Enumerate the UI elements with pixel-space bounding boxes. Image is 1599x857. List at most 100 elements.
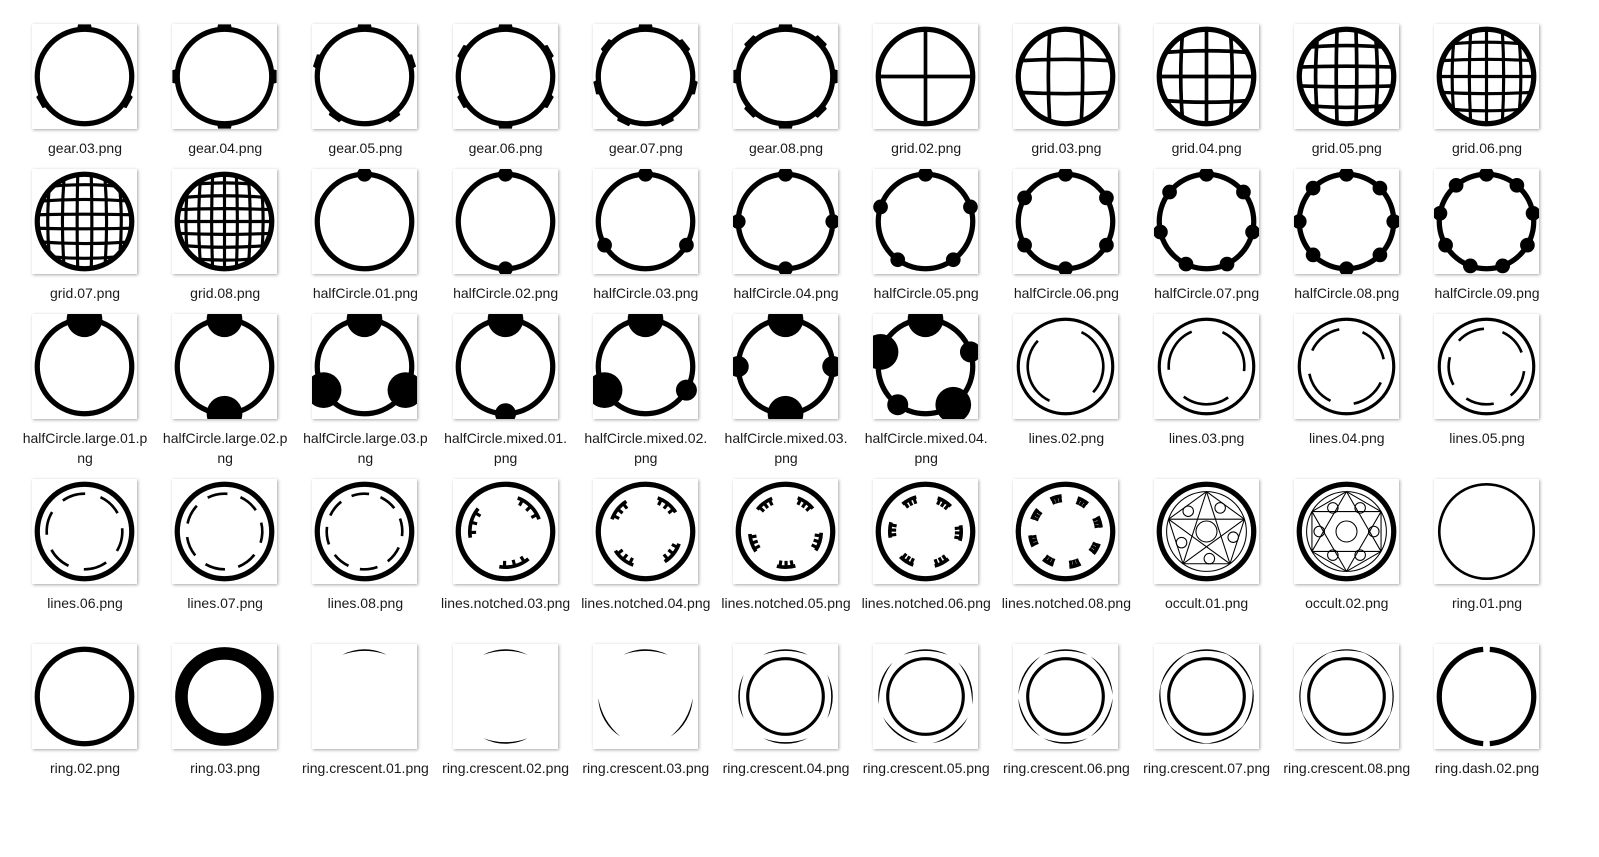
file-name-label: lines.06.png bbox=[47, 595, 123, 611]
file-name-label: grid.03.png bbox=[1031, 140, 1102, 156]
file-name-label: ring.03.png bbox=[190, 760, 261, 776]
dashed-ring-icon bbox=[1434, 644, 1539, 749]
mixed-half-circle-ring-icon bbox=[733, 314, 838, 419]
file-name-label: halfCircle.large.02.png bbox=[162, 430, 288, 466]
file-name-label: lines.notched.04.png bbox=[581, 595, 711, 611]
file-name-label: halfCircle.mixed.02.png bbox=[584, 430, 708, 466]
file-name-label: gear.08.png bbox=[749, 140, 823, 156]
file-name-label: halfCircle.08.png bbox=[1294, 285, 1400, 301]
dashed-ring-icon bbox=[312, 479, 418, 584]
file-name-label: halfCircle.06.png bbox=[1013, 285, 1119, 301]
crescent-ring-icon bbox=[733, 644, 838, 749]
large-half-circle-ring-icon bbox=[312, 314, 418, 419]
file-name-label: gear.07.png bbox=[608, 140, 683, 156]
crescent-ring-icon bbox=[592, 644, 698, 749]
notched-ring-icon bbox=[873, 479, 979, 584]
occult-circle-icon bbox=[1153, 479, 1259, 584]
file-name-label: lines.notched.06.png bbox=[861, 595, 991, 611]
large-half-circle-ring-icon bbox=[172, 314, 278, 419]
file-name-label: halfCircle.01.png bbox=[312, 285, 418, 301]
grid-circle-icon bbox=[1013, 24, 1119, 129]
file-name-label: ring.02.png bbox=[49, 760, 121, 776]
half-circle-ring-icon bbox=[733, 169, 838, 274]
crescent-ring-icon bbox=[1293, 644, 1399, 749]
grid-circle-icon bbox=[1153, 24, 1259, 129]
file-name-label: halfCircle.02.png bbox=[453, 285, 559, 301]
crescent-ring-icon bbox=[1153, 644, 1259, 749]
large-half-circle-ring-icon bbox=[32, 314, 137, 419]
gear-icon bbox=[733, 24, 838, 129]
thick-ring-icon bbox=[172, 644, 278, 749]
crescent-ring-icon bbox=[312, 644, 418, 749]
half-circle-ring-icon bbox=[1434, 169, 1539, 274]
crescent-ring-icon bbox=[873, 644, 979, 749]
file-name-label: halfCircle.07.png bbox=[1154, 285, 1260, 301]
gear-icon bbox=[32, 24, 137, 129]
grid-circle-icon bbox=[873, 24, 979, 129]
file-name-label: lines.04.png bbox=[1309, 430, 1385, 446]
grid-circle-icon bbox=[1434, 24, 1539, 129]
file-name-label: ring.crescent.05.png bbox=[862, 760, 990, 776]
mixed-half-circle-ring-icon bbox=[873, 314, 979, 419]
gear-icon bbox=[592, 24, 698, 129]
occult-circle-icon bbox=[1293, 479, 1399, 584]
file-name-label: halfCircle.mixed.03.png bbox=[724, 430, 848, 466]
notched-ring-icon bbox=[452, 479, 558, 584]
file-name-label: halfCircle.mixed.01.png bbox=[444, 430, 568, 466]
half-circle-ring-icon bbox=[873, 169, 979, 274]
file-name-label: lines.notched.03.png bbox=[440, 595, 571, 611]
half-circle-ring-icon bbox=[1013, 169, 1119, 274]
file-name-label: gear.05.png bbox=[328, 140, 403, 156]
file-name-label: occult.02.png bbox=[1305, 595, 1389, 611]
dashed-ring-icon bbox=[172, 479, 278, 584]
half-circle-ring-icon bbox=[312, 169, 418, 274]
file-name-label: grid.06.png bbox=[1451, 140, 1523, 156]
file-name-label: grid.04.png bbox=[1171, 140, 1242, 156]
file-name-label: gear.03.png bbox=[48, 140, 122, 156]
gear-icon bbox=[172, 24, 278, 129]
dashed-ring-icon bbox=[1153, 314, 1259, 419]
mixed-half-circle-ring-icon bbox=[452, 314, 558, 419]
gear-icon bbox=[452, 24, 558, 129]
crescent-ring-icon bbox=[452, 644, 558, 749]
dashed-ring-icon bbox=[1293, 314, 1399, 419]
file-name-label: ring.crescent.02.png bbox=[442, 760, 570, 776]
file-name-label: ring.crescent.03.png bbox=[582, 760, 710, 776]
file-name-label: halfCircle.03.png bbox=[593, 285, 699, 301]
file-name-label: halfCircle.large.01.png bbox=[22, 430, 148, 466]
file-name-label: grid.05.png bbox=[1311, 140, 1382, 156]
dashed-ring-icon bbox=[32, 479, 137, 584]
file-name-label: lines.03.png bbox=[1168, 430, 1245, 446]
half-circle-ring-icon bbox=[592, 169, 698, 274]
half-circle-ring-icon bbox=[1293, 169, 1399, 274]
file-name-label: gear.04.png bbox=[188, 140, 263, 156]
crescent-ring-icon bbox=[1013, 644, 1119, 749]
dashed-ring-icon bbox=[1434, 314, 1539, 419]
file-name-label: ring.crescent.08.png bbox=[1283, 760, 1411, 776]
mixed-half-circle-ring-icon bbox=[592, 314, 698, 419]
notched-ring-icon bbox=[592, 479, 698, 584]
file-name-label: ring.crescent.01.png bbox=[301, 760, 429, 776]
file-name-label: lines.notched.05.png bbox=[721, 595, 851, 611]
file-name-label: lines.08.png bbox=[327, 595, 404, 611]
file-name-label: gear.06.png bbox=[468, 140, 543, 156]
file-name-label: halfCircle.04.png bbox=[733, 285, 839, 301]
file-name-label: halfCircle.05.png bbox=[873, 285, 979, 301]
grid-circle-icon bbox=[1293, 24, 1399, 129]
grid-circle-icon bbox=[172, 169, 278, 274]
half-circle-ring-icon bbox=[1153, 169, 1259, 274]
gear-icon bbox=[312, 24, 418, 129]
half-circle-ring-icon bbox=[452, 169, 558, 274]
file-name-label: grid.07.png bbox=[49, 285, 121, 301]
file-name-label: ring.01.png bbox=[1451, 595, 1523, 611]
notched-ring-icon bbox=[733, 479, 838, 584]
file-name-label: ring.crescent.04.png bbox=[722, 760, 850, 776]
file-name-label: lines.05.png bbox=[1449, 430, 1525, 446]
file-name-label: ring.crescent.06.png bbox=[1002, 760, 1130, 776]
dashed-ring-icon bbox=[1013, 314, 1119, 419]
file-name-label: lines.07.png bbox=[187, 595, 263, 611]
file-name-label: grid.02.png bbox=[891, 140, 962, 156]
file-name-label: occult.01.png bbox=[1164, 595, 1249, 611]
file-name-label: halfCircle.large.03.png bbox=[303, 430, 428, 466]
